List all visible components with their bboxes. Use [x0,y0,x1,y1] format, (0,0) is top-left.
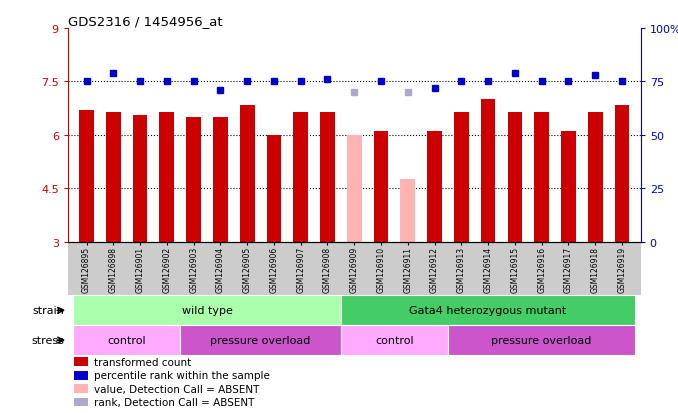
Bar [341,325,448,355]
Text: control: control [107,335,146,345]
Bar [294,112,308,242]
Bar [79,111,94,242]
Text: transformed count: transformed count [94,357,191,367]
Bar [159,112,174,242]
Text: percentile rank within the sample: percentile rank within the sample [94,370,269,380]
Text: stress: stress [32,335,64,345]
Bar [615,105,629,242]
Bar [347,135,361,242]
Text: control: control [375,335,414,345]
Bar [186,118,201,242]
Bar [320,112,335,242]
Text: rank, Detection Call = ABSENT: rank, Detection Call = ABSENT [94,397,254,407]
Bar [266,135,281,242]
Bar [73,398,88,406]
Text: wild type: wild type [182,306,233,316]
Text: GDS2316 / 1454956_at: GDS2316 / 1454956_at [68,15,222,28]
Bar [73,371,88,380]
Bar [73,325,180,355]
Text: pressure overload: pressure overload [210,335,311,345]
Bar [448,325,635,355]
Bar [481,100,496,242]
Text: Gata4 heterozygous mutant: Gata4 heterozygous mutant [410,306,567,316]
Bar [508,112,522,242]
Bar [213,118,228,242]
Bar [588,112,603,242]
Bar [133,116,147,242]
Bar [427,132,442,242]
Bar [534,112,549,242]
Bar [454,112,468,242]
Text: pressure overload: pressure overload [492,335,592,345]
Bar [73,385,88,393]
Text: strain: strain [33,306,64,316]
Bar [180,325,341,355]
Bar [73,358,88,366]
Bar [401,180,415,242]
Bar [240,105,254,242]
Bar [561,132,576,242]
Text: value, Detection Call = ABSENT: value, Detection Call = ABSENT [94,384,259,394]
Bar [106,112,121,242]
Bar [374,132,388,242]
Bar [73,296,341,325]
Bar [341,296,635,325]
